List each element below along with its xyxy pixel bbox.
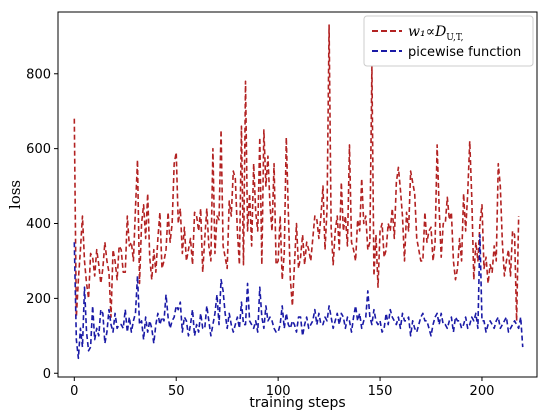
x-tick-label: 150 [368, 384, 393, 399]
y-tick-label: 800 [26, 67, 51, 82]
y-tick-label: 200 [26, 292, 51, 307]
y-tick-label: 600 [26, 142, 51, 157]
x-tick-label: 100 [266, 384, 291, 399]
series-line-w1 [73, 24, 520, 322]
y-axis-label: loss [6, 180, 24, 209]
legend-label-w1-main: w₁∝D [408, 24, 446, 40]
x-axis-label: training steps [249, 395, 345, 411]
y-tick-label: 0 [43, 367, 51, 382]
x-axis-ticks: 0 50 100 150 200 [70, 377, 494, 399]
x-tick-label: 200 [470, 384, 495, 399]
y-axis-ticks: 0 200 400 600 800 [26, 67, 58, 382]
legend-label-picewise: picewise function [408, 45, 521, 60]
legend-label-w1: w₁∝DU,T, [408, 24, 463, 43]
legend-box [363, 15, 534, 67]
legend: w₁∝DU,T, picewise function [363, 15, 534, 67]
y-tick-label: 400 [26, 217, 51, 232]
legend-label-w1-subscript: U,T, [446, 33, 463, 43]
x-tick-label: 0 [70, 384, 78, 399]
series-line-picewise [73, 233, 524, 360]
x-tick-label: 50 [168, 384, 185, 399]
series-layer [73, 24, 524, 360]
